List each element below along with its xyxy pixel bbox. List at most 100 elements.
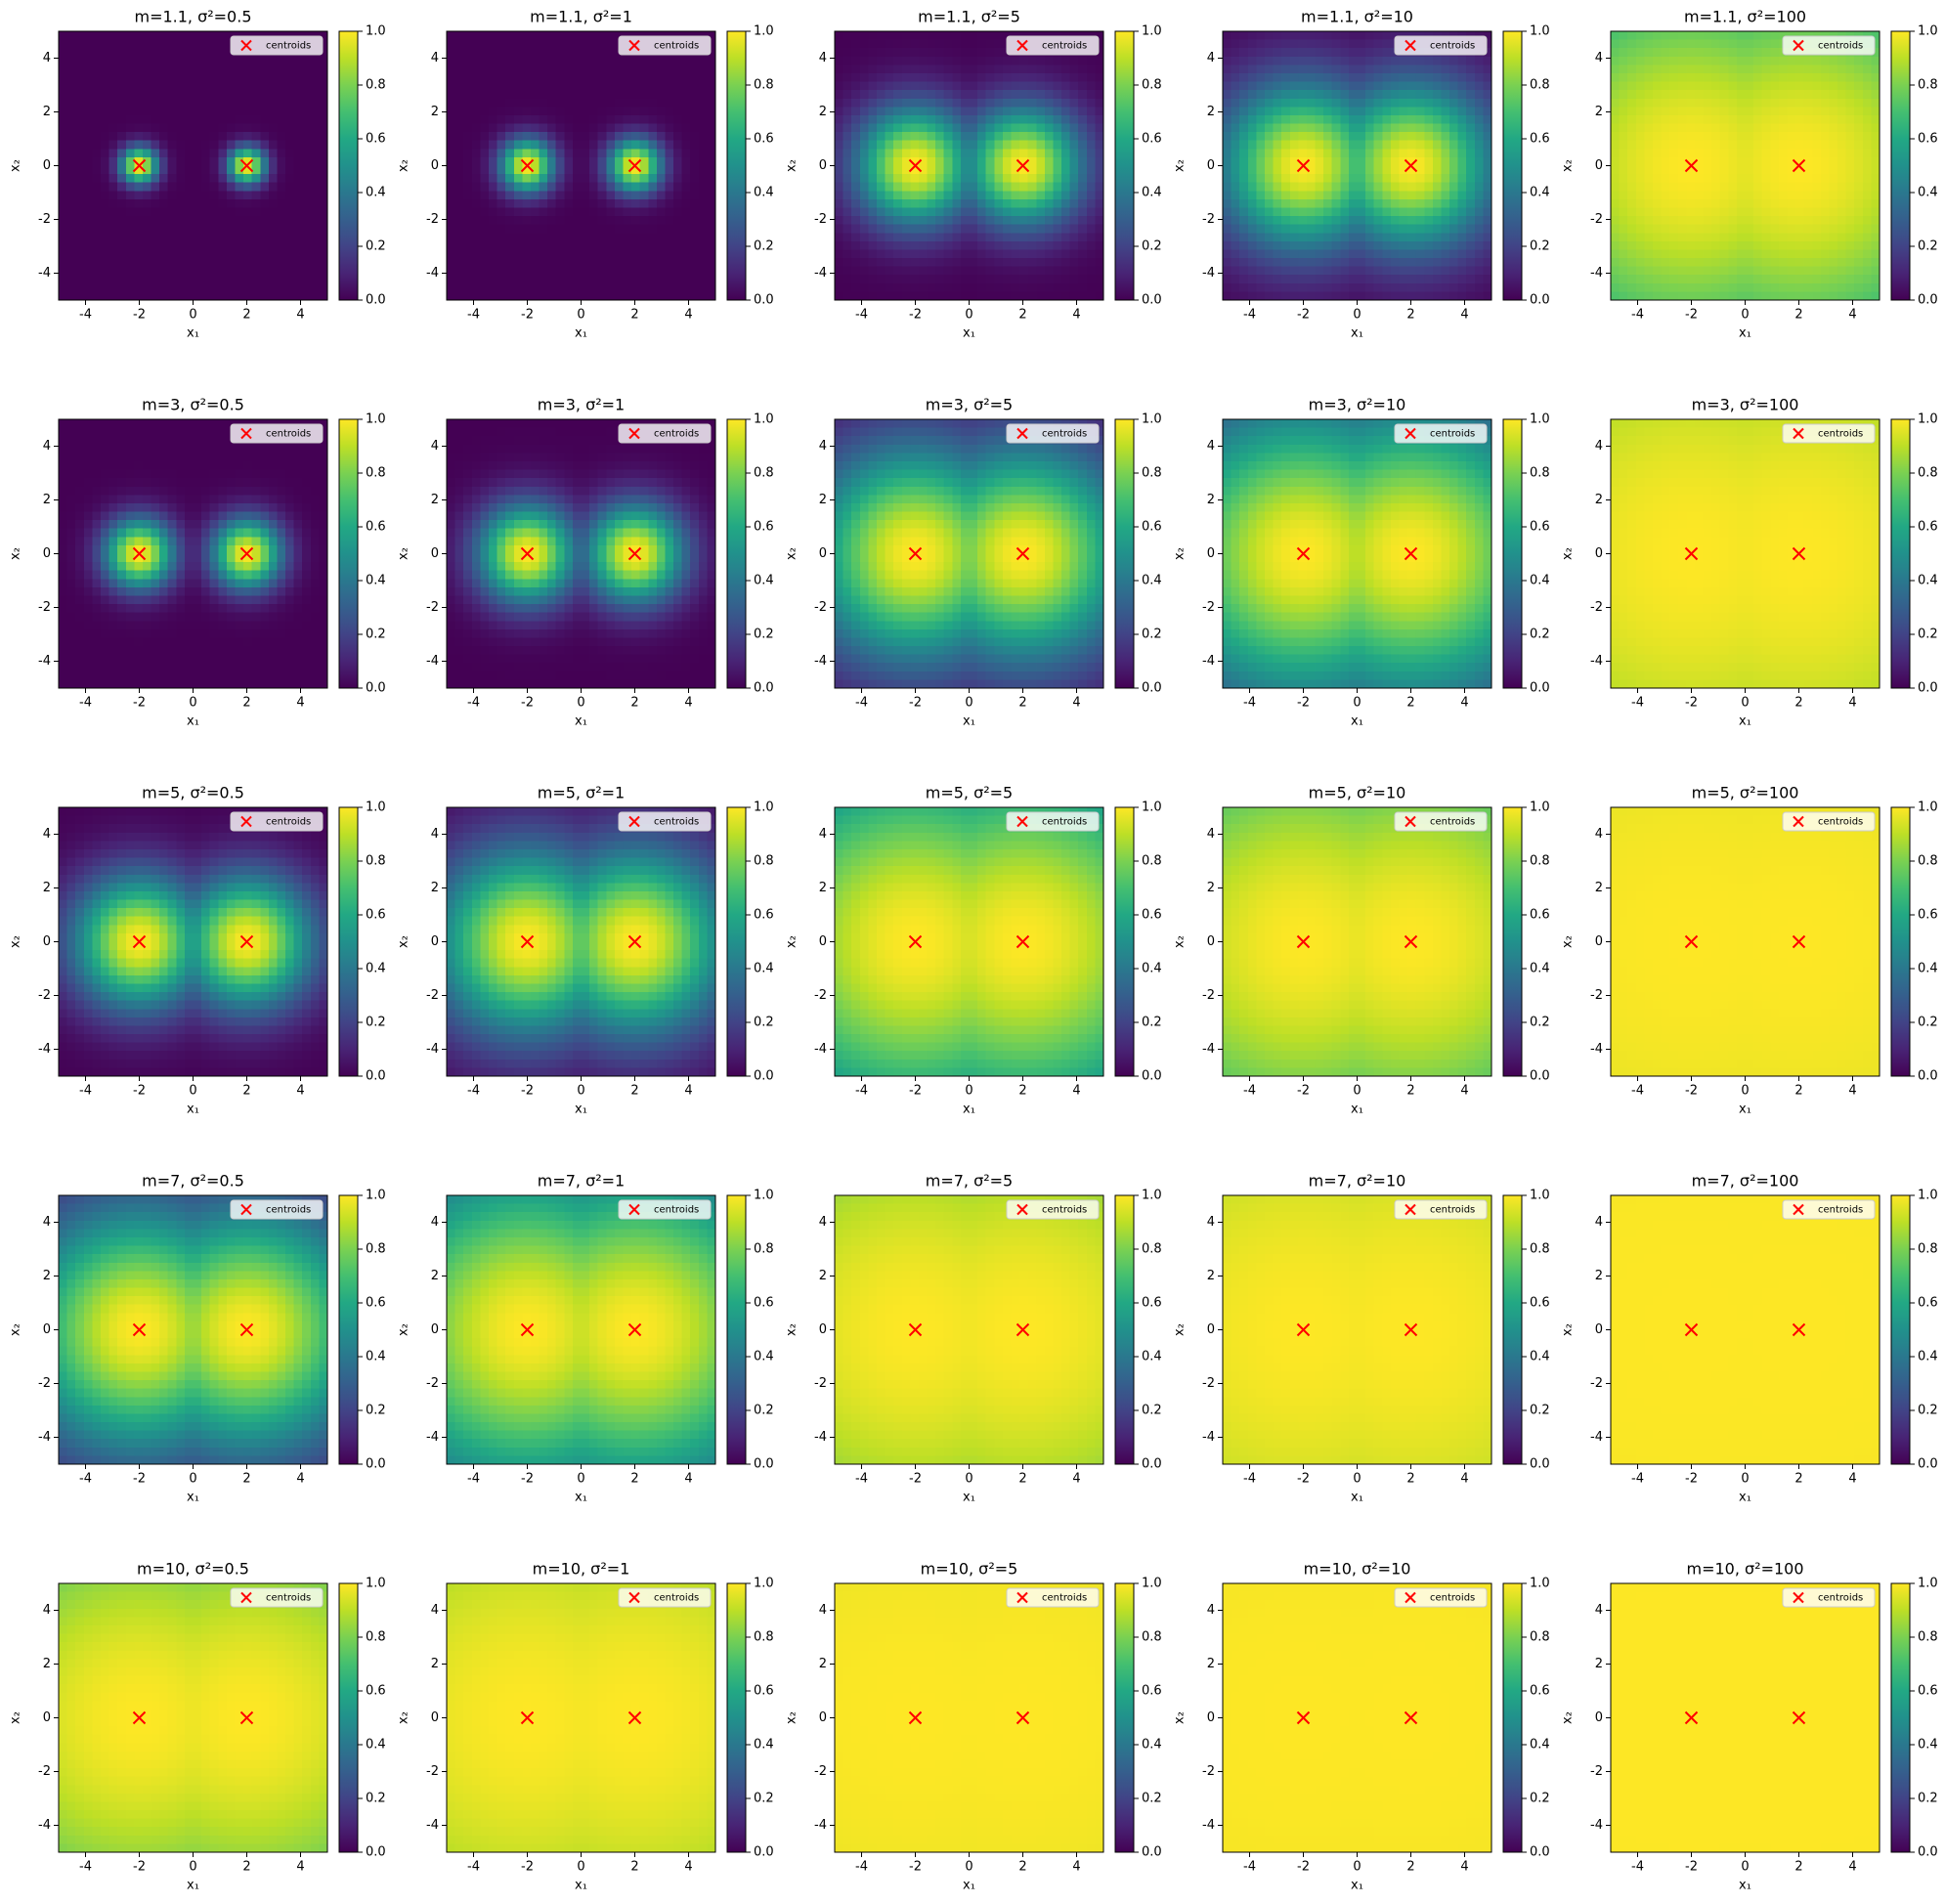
heatmap-cell — [707, 275, 715, 283]
heatmap-cell — [928, 73, 936, 82]
heatmap-cell — [447, 199, 455, 208]
heatmap-cell — [707, 233, 715, 241]
heatmap-cell — [269, 267, 278, 276]
heatmap-cell — [134, 132, 143, 141]
heatmap-cell — [902, 149, 911, 157]
heatmap-cell — [294, 166, 303, 175]
heatmap-cell — [564, 241, 573, 250]
heatmap-cell — [159, 174, 168, 183]
heatmap-cell — [573, 225, 582, 234]
heatmap-cell — [472, 65, 481, 73]
heatmap-cell — [489, 225, 497, 234]
heatmap-cell — [227, 99, 236, 108]
heatmap-cell — [117, 183, 126, 192]
heatmap-cell — [1053, 57, 1061, 65]
heatmap-cell — [623, 291, 631, 300]
heatmap-cell — [665, 283, 673, 292]
heatmap-cell — [514, 216, 523, 225]
heatmap-cell — [986, 31, 995, 40]
heatmap-cell — [589, 207, 598, 216]
heatmap-cell — [117, 132, 126, 141]
heatmap-cell — [75, 90, 84, 99]
heatmap-cell — [1053, 258, 1061, 267]
heatmap-cell — [143, 57, 151, 65]
heatmap-cell — [497, 107, 506, 115]
heatmap-cell — [690, 199, 699, 208]
heatmap-cell — [540, 73, 548, 82]
heatmap-cell — [977, 65, 986, 73]
heatmap-cell — [463, 191, 472, 199]
heatmap-cell — [109, 183, 118, 192]
heatmap-cell — [657, 99, 666, 108]
heatmap-cell — [302, 207, 311, 216]
heatmap-cell — [582, 99, 590, 108]
heatmap-cell — [944, 124, 953, 133]
heatmap-cell — [919, 249, 928, 258]
heatmap-cell — [294, 249, 303, 258]
heatmap-cell — [151, 207, 160, 216]
heatmap-cell — [673, 99, 682, 108]
heatmap-cell — [589, 267, 598, 276]
heatmap-cell — [860, 99, 869, 108]
heatmap-cell — [1045, 174, 1054, 183]
heatmap-cell — [463, 267, 472, 276]
heatmap-cell — [447, 183, 455, 192]
heatmap-cell — [851, 233, 860, 241]
heatmap-cell — [935, 275, 944, 283]
heatmap-cell — [944, 216, 953, 225]
heatmap-cell — [218, 149, 227, 157]
heatmap-cell — [455, 199, 464, 208]
heatmap-cell — [235, 249, 243, 258]
heatmap-cell — [952, 65, 961, 73]
heatmap-cell — [447, 90, 455, 99]
heatmap-cell — [455, 65, 464, 73]
heatmap-cell — [606, 207, 615, 216]
heatmap-cell — [631, 207, 640, 216]
heatmap-cell — [1061, 99, 1070, 108]
heatmap-cell — [176, 31, 185, 40]
heatmap-cell — [531, 40, 540, 49]
heatmap-cell — [277, 249, 285, 258]
heatmap-cell — [1045, 199, 1054, 208]
heatmap-cell — [75, 166, 84, 175]
heatmap-cell — [582, 207, 590, 216]
heatmap-cell — [92, 107, 101, 115]
heatmap-cell — [302, 90, 311, 99]
heatmap-cell — [1003, 258, 1012, 267]
heatmap-cell — [285, 233, 294, 241]
heatmap-cell — [944, 57, 953, 65]
heatmap-cell — [910, 40, 919, 49]
heatmap-cell — [631, 258, 640, 267]
heatmap-cell — [547, 90, 556, 99]
heatmap-cell — [648, 199, 657, 208]
heatmap-cell — [919, 31, 928, 40]
heatmap-cell — [1078, 267, 1087, 276]
heatmap-cell — [564, 191, 573, 199]
heatmap-cell — [151, 82, 160, 91]
heatmap-cell — [970, 48, 978, 57]
heatmap-cell — [657, 249, 666, 258]
heatmap-cell — [851, 183, 860, 192]
heatmap-cell — [1087, 157, 1096, 166]
heatmap-cell — [67, 40, 76, 49]
heatmap-cell — [935, 283, 944, 292]
heatmap-cell — [598, 57, 607, 65]
heatmap-cell — [944, 258, 953, 267]
heatmap-cell — [489, 73, 497, 82]
heatmap-cell — [1003, 65, 1012, 73]
heatmap-cell — [928, 149, 936, 157]
heatmap-cell — [665, 216, 673, 225]
heatmap-cell — [1011, 124, 1019, 133]
heatmap-cell — [463, 249, 472, 258]
heatmap-cell — [1028, 241, 1037, 250]
heatmap-cell — [977, 31, 986, 40]
heatmap-cell — [1036, 157, 1045, 166]
heatmap-cell — [843, 48, 852, 57]
heatmap-cell — [598, 258, 607, 267]
heatmap-cell — [505, 141, 514, 150]
heatmap-cell — [902, 40, 911, 49]
heatmap-cell — [935, 207, 944, 216]
heatmap-cell — [919, 107, 928, 115]
heatmap-cell — [910, 225, 919, 234]
